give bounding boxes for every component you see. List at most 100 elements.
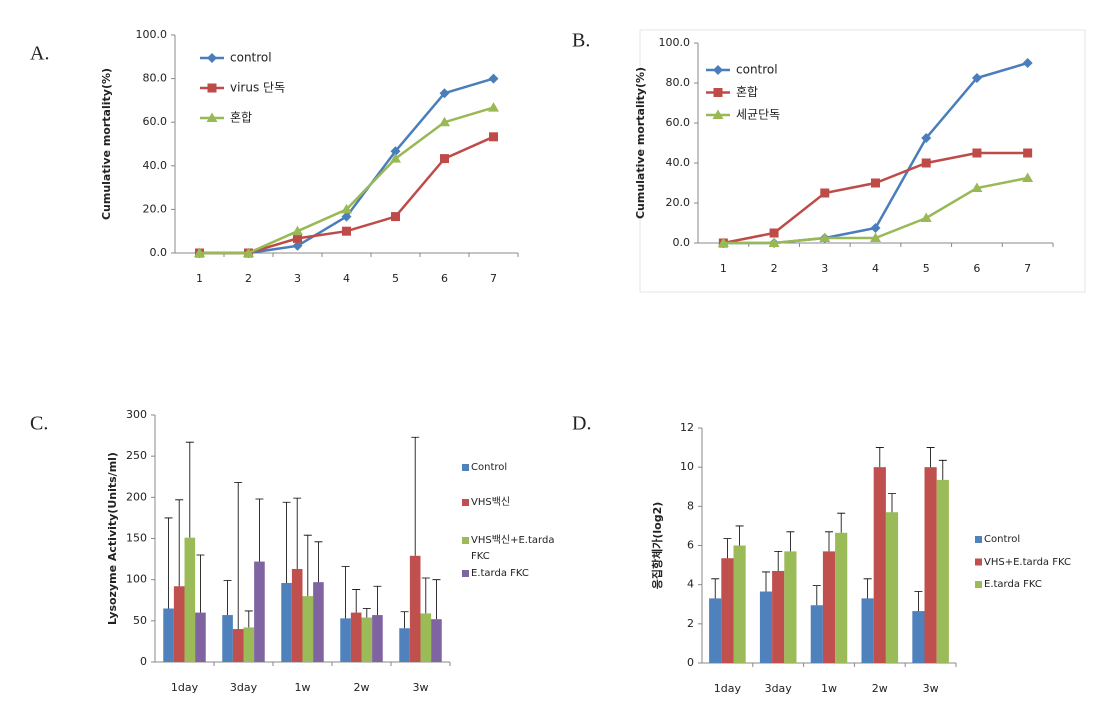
bar — [222, 615, 233, 662]
bar — [163, 608, 174, 662]
error-bar — [711, 578, 720, 599]
data-point — [769, 228, 779, 238]
error-bar — [837, 512, 846, 533]
legend-label-box: E.tarda FKC — [471, 568, 529, 579]
legend-marker — [206, 112, 218, 122]
legend-label-box: VHS백신+E.tarda FKC — [471, 535, 554, 562]
error-bar — [352, 589, 361, 613]
y-tick-label: 80.0 — [666, 76, 691, 89]
error-bar — [786, 531, 795, 552]
error-bar — [196, 554, 205, 613]
data-point — [439, 116, 450, 127]
bar — [835, 532, 848, 663]
bar — [409, 555, 421, 662]
bar — [313, 582, 324, 662]
error-bar — [234, 482, 243, 630]
error-bar — [223, 580, 232, 616]
error-bar — [875, 447, 884, 468]
y-tick-label: 60.0 — [143, 115, 168, 128]
error-bar — [914, 591, 923, 612]
legend-label: VHS백신 — [471, 497, 511, 508]
bar — [291, 568, 303, 662]
y-tick-label: 300 — [126, 408, 147, 421]
error-bar — [303, 534, 312, 597]
panel-border — [639, 29, 1086, 293]
y-tick-label: 0 — [687, 656, 694, 669]
bar — [936, 479, 949, 663]
legend-label: virus 단독 — [230, 81, 285, 95]
bar — [912, 611, 925, 663]
y-tick-label: 4 — [687, 578, 694, 591]
x-tick-label: 3w — [413, 681, 429, 694]
legend-label: E.tarda FKC — [984, 579, 1042, 590]
bar — [302, 596, 314, 662]
bar — [873, 467, 886, 663]
y-tick-label: 80.0 — [143, 72, 168, 85]
error-bar — [293, 497, 302, 569]
bar — [709, 598, 722, 663]
x-tick-label: 6 — [441, 272, 448, 285]
legend-marker — [207, 83, 217, 93]
x-tick-label: 1w — [295, 681, 311, 694]
legend-swatch — [462, 464, 469, 471]
y-tick-label: 100.0 — [136, 28, 168, 41]
data-point — [292, 225, 303, 236]
data-point — [972, 148, 982, 158]
error-bar — [421, 577, 430, 614]
legend-label-box: Control — [471, 462, 507, 473]
data-point — [342, 226, 351, 236]
data-point — [390, 146, 401, 157]
y-tick-label: 40.0 — [143, 159, 168, 172]
error-bar — [812, 585, 821, 606]
legend-marker — [713, 88, 723, 97]
legend-swatch — [975, 558, 982, 566]
bar — [361, 617, 373, 662]
y-tick-label: 6 — [687, 539, 694, 552]
y-tick-label: 20.0 — [143, 202, 168, 215]
data-point — [391, 212, 400, 222]
bar — [431, 619, 442, 662]
legend-swatch — [462, 537, 469, 544]
y-tick-label: 50 — [133, 614, 147, 627]
legend-marker — [712, 109, 724, 119]
bar — [810, 605, 823, 663]
y-tick-label: 150 — [126, 532, 147, 545]
legend-label: 혼합 — [736, 85, 758, 99]
panel-label: D. — [572, 413, 591, 435]
x-tick-label: 3day — [230, 681, 258, 694]
legend-label-box: E.tarda FKC — [984, 579, 1042, 590]
data-point — [820, 188, 830, 198]
error-bar — [282, 501, 291, 583]
error-bar — [255, 498, 264, 562]
y-tick-label: 40.0 — [666, 156, 691, 169]
bar — [861, 598, 874, 663]
bar — [350, 612, 362, 662]
error-bar — [723, 538, 732, 559]
y-tick-label: 60.0 — [666, 116, 691, 129]
bar — [784, 551, 797, 663]
error-bar — [825, 531, 833, 552]
y-tick-label: 10 — [680, 460, 694, 473]
data-point — [488, 102, 499, 112]
data-point — [1022, 172, 1034, 182]
data-point — [488, 73, 499, 84]
legend-swatch — [975, 581, 982, 588]
y-tick-label: 2 — [687, 617, 694, 630]
legend-marker — [207, 53, 217, 63]
legend-label: control — [230, 51, 272, 65]
x-tick-label: 1day — [171, 681, 199, 694]
data-point — [819, 232, 831, 242]
data-point — [390, 153, 401, 163]
bar — [822, 551, 836, 663]
legend-swatch — [462, 570, 469, 577]
bar — [173, 586, 185, 662]
bar — [281, 582, 292, 662]
error-bar — [735, 525, 744, 546]
legend-marker — [713, 65, 723, 75]
x-tick-label: 2w — [872, 682, 888, 695]
data-point — [489, 132, 498, 142]
y-tick-label: 0.0 — [673, 236, 691, 249]
y-tick-label: 200 — [126, 490, 147, 503]
data-point — [341, 211, 352, 222]
